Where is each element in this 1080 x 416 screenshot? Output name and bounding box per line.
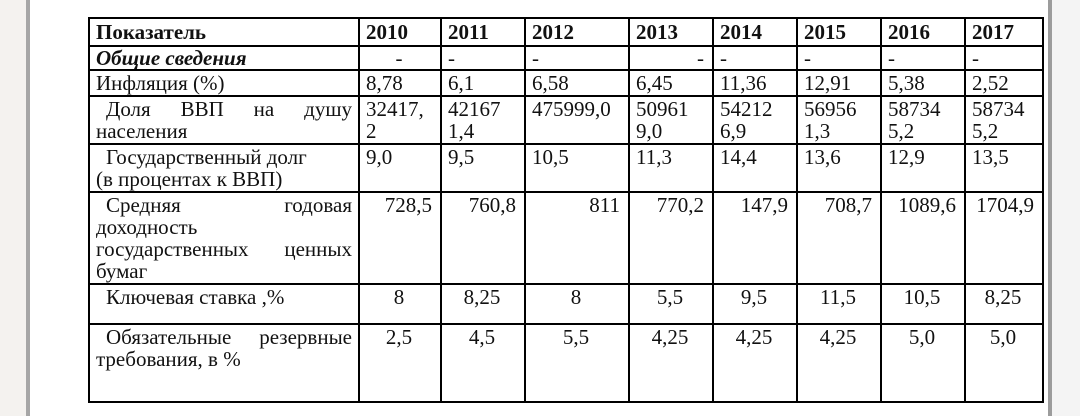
value-cell: 542126,9 — [712, 95, 798, 145]
year-header-cell: 2012 — [524, 17, 630, 47]
value-cell: 587345,2 — [880, 95, 966, 145]
value-cell: 9,5 — [440, 143, 526, 193]
value-cell: 9,0 — [358, 143, 442, 193]
value-cell: 14,4 — [712, 143, 798, 193]
row-label-cell: Государственный долг (в процентах к ВВП) — [88, 143, 360, 193]
value-cell: 811 — [524, 191, 630, 285]
table-row: Ключевая ставка ,% 8 8,25 8 5,5 9,5 11,5 10,5 8,… — [88, 283, 1044, 325]
value-cell: 13,6 — [796, 143, 882, 193]
value-cell: 587345,2 — [964, 95, 1044, 145]
value-cell: 1089,6 — [880, 191, 966, 285]
value-cell: 4,5 — [440, 323, 526, 403]
page-margin-left — [0, 0, 26, 416]
value-cell: - — [628, 45, 714, 71]
year-header-cell: 2013 — [628, 17, 714, 47]
value-cell: 8,25 — [964, 283, 1044, 325]
table-row: Общие сведения - - - - - - - - — [88, 45, 1044, 71]
value-cell: - — [964, 45, 1044, 71]
value-cell: 2,5 — [358, 323, 442, 403]
value-cell: 12,9 — [880, 143, 966, 193]
table-header: Показатель 2010 2011 2012 2013 2014 2015 2016 20… — [88, 17, 1044, 47]
year-header-cell: 2016 — [880, 17, 966, 47]
table-row: Инфляция (%) 8,78 6,1 6,58 6,45 11,36 12,91 5,3… — [88, 69, 1044, 97]
value-cell: - — [796, 45, 882, 71]
value-cell: 13,5 — [964, 143, 1044, 193]
value-cell: 6,1 — [440, 69, 526, 97]
row-label-cell: Обязательные резервные требования, в % — [88, 323, 360, 403]
header-row: Показатель 2010 2011 2012 2013 2014 2015 2016 20… — [88, 17, 1044, 47]
table-row: Доля ВВП на душу населения 32417,2 421671,… — [88, 95, 1044, 145]
year-header-cell: 2011 — [440, 17, 526, 47]
value-cell: - — [358, 45, 442, 71]
value-cell: 11,3 — [628, 143, 714, 193]
value-cell: 4,25 — [628, 323, 714, 403]
indicator-header-cell: Показатель — [88, 17, 360, 47]
indicator-table: Показатель 2010 2011 2012 2013 2014 2015 2016 20… — [88, 17, 1044, 403]
value-cell: 8,25 — [440, 283, 526, 325]
value-cell: 4,25 — [712, 323, 798, 403]
row-label-cell: Общие сведения — [88, 45, 360, 71]
value-cell: - — [440, 45, 526, 71]
value-cell: 5,5 — [628, 283, 714, 325]
value-cell: 147,9 — [712, 191, 798, 285]
value-cell: 10,5 — [524, 143, 630, 193]
page-edge-right — [1048, 0, 1052, 416]
value-cell: 5,5 — [524, 323, 630, 403]
year-header-cell: 2014 — [712, 17, 798, 47]
value-cell: - — [880, 45, 966, 71]
value-cell: 12,91 — [796, 69, 882, 97]
value-cell: 569561,3 — [796, 95, 882, 145]
value-cell: 708,7 — [796, 191, 882, 285]
value-cell: 475999,0 — [524, 95, 630, 145]
value-cell: 8 — [358, 283, 442, 325]
value-cell: 9,5 — [712, 283, 798, 325]
value-cell: 770,2 — [628, 191, 714, 285]
value-cell: 1704,9 — [964, 191, 1044, 285]
value-cell: 8 — [524, 283, 630, 325]
row-label-cell: Инфляция (%) — [88, 69, 360, 97]
value-cell: 6,45 — [628, 69, 714, 97]
year-header-cell: 2010 — [358, 17, 442, 47]
page-margin-right — [1052, 0, 1080, 416]
value-cell: 728,5 — [358, 191, 442, 285]
value-cell: 8,78 — [358, 69, 442, 97]
value-cell: 509619,0 — [628, 95, 714, 145]
table-row: Обязательные резервные требования, в % 2,… — [88, 323, 1044, 403]
table-body: Общие сведения - - - - - - - - Инфляция (%) 8,78 6,… — [88, 45, 1044, 403]
year-header-cell: 2017 — [964, 17, 1044, 47]
value-cell: 5,0 — [880, 323, 966, 403]
value-cell: 10,5 — [880, 283, 966, 325]
value-cell: 2,52 — [964, 69, 1044, 97]
value-cell: - — [524, 45, 630, 71]
value-cell: 32417,2 — [358, 95, 442, 145]
value-cell: 6,58 — [524, 69, 630, 97]
value-cell: 4,25 — [796, 323, 882, 403]
year-header-cell: 2015 — [796, 17, 882, 47]
value-cell: 11,36 — [712, 69, 798, 97]
value-cell: 760,8 — [440, 191, 526, 285]
table-row: Государственный долг (в процентах к ВВП)… — [88, 143, 1044, 193]
table-row: Средняя годовая доходность государственн… — [88, 191, 1044, 285]
page-edge-left — [26, 0, 30, 416]
value-cell: - — [712, 45, 798, 71]
row-label-cell: Доля ВВП на душу населения — [88, 95, 360, 145]
row-label-cell: Ключевая ставка ,% — [88, 283, 360, 325]
value-cell: 5,0 — [964, 323, 1044, 403]
row-label-cell: Средняя годовая доходность государственн… — [88, 191, 360, 285]
value-cell: 421671,4 — [440, 95, 526, 145]
value-cell: 5,38 — [880, 69, 966, 97]
value-cell: 11,5 — [796, 283, 882, 325]
